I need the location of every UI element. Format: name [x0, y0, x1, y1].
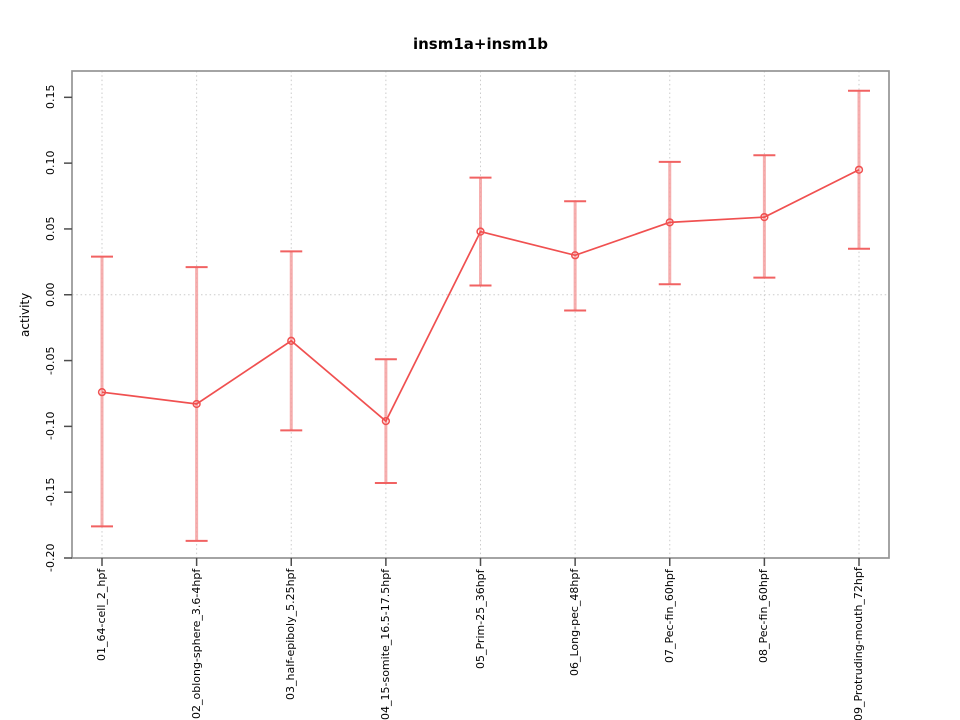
x-tick-label: 08_Pec-fin_60hpf: [757, 569, 771, 663]
x-tick-label: 06_Long-pec_48hpf: [568, 569, 582, 677]
y-tick-label: 0.00: [44, 282, 57, 308]
data-point: [381, 416, 391, 426]
y-tick-label: 0.10: [44, 150, 57, 176]
data-point: [287, 336, 296, 345]
x-tick-label: 02_oblong-sphere_3.6-4hpf: [189, 569, 203, 720]
x-tick-label: 05_Prim-25_36hpf: [473, 569, 487, 669]
data-point: [760, 212, 769, 222]
data-point: [665, 218, 674, 227]
x-tick-label: 04_15-somite_16.5-17.5hpf: [378, 569, 392, 720]
chart-title: insm1a+insm1b: [412, 35, 549, 53]
data-point: [476, 227, 485, 236]
series-line: [101, 168, 860, 423]
x-tick-label: 07_Pec-fin_60hpf: [662, 569, 676, 663]
x-tick-label: 01_64-cell_2_hpf: [95, 569, 108, 662]
data-point: [570, 251, 580, 260]
y-tick-label: -0.10: [44, 412, 57, 441]
y-tick-label: 0.05: [44, 216, 57, 242]
data-point: [854, 165, 864, 174]
data-point: [97, 388, 107, 397]
y-tick-label: 0.15: [44, 85, 57, 110]
x-tick-label: 09_Protruding-mouth_72hpf: [852, 567, 865, 720]
data-point: [192, 399, 201, 409]
y-tick-label: -0.15: [44, 477, 57, 507]
x-tick-label: 03_half-epiboly_5.25hpf: [284, 569, 298, 701]
y-tick-label: -0.05: [44, 346, 57, 375]
y-tick-label: -0.20: [44, 543, 57, 573]
